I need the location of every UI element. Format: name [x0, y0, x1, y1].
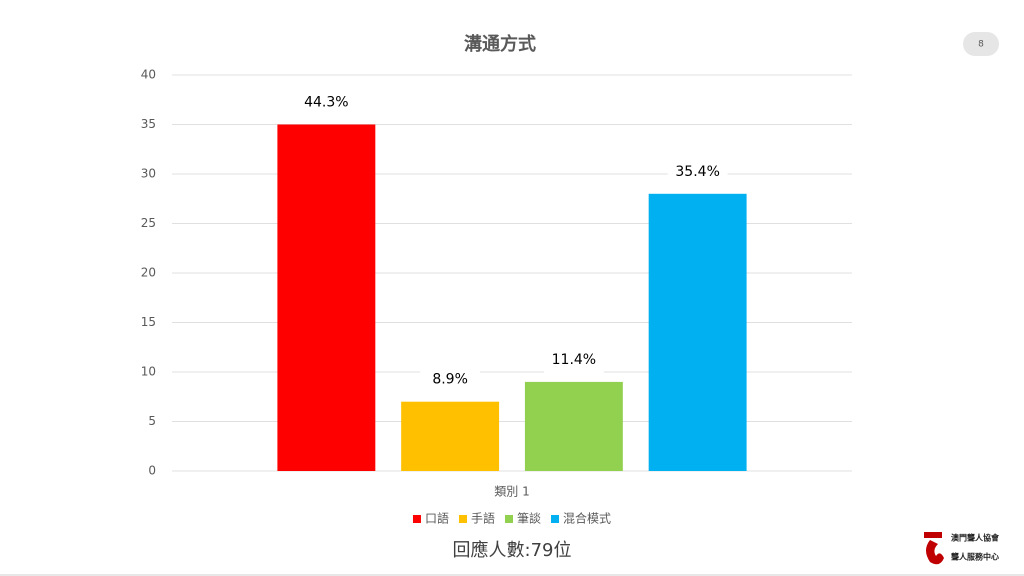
y-tick-label: 5 — [148, 414, 156, 428]
y-tick-label: 25 — [141, 216, 156, 230]
slide-number-badge — [963, 32, 999, 56]
y-tick-label: 15 — [141, 315, 156, 329]
chart-title: 溝通方式 — [464, 33, 536, 55]
legend-swatch — [458, 515, 467, 523]
data-label-box — [667, 155, 728, 188]
data-label-box — [420, 363, 481, 396]
footer: 回應人數:79位 — [453, 539, 572, 561]
y-tick-label: 30 — [141, 167, 156, 181]
legend-label: 手語 — [471, 511, 495, 526]
bar — [524, 381, 623, 471]
y-tick-label: 10 — [141, 365, 156, 379]
logo: 澳門聾人協會 聾人服務中心 — [924, 532, 1000, 565]
data-label-box — [543, 343, 604, 376]
data-label: 8.9% — [432, 372, 468, 388]
logo-mark-top — [924, 532, 942, 538]
data-label: 35.4% — [675, 164, 719, 180]
slide-number: 8 — [978, 40, 984, 50]
legend-label: 口語 — [425, 511, 449, 526]
bar — [401, 401, 500, 471]
y-tick-label: 0 — [148, 464, 156, 478]
legend-label: 筆談 — [517, 511, 541, 526]
logo-subname: 聾人服務中心 — [951, 552, 999, 562]
legend-swatch — [551, 515, 560, 523]
x-tick-label: 類別 1 — [494, 485, 529, 499]
legend-swatch — [412, 515, 421, 523]
y-tick-label: 40 — [141, 68, 156, 82]
bar — [648, 193, 747, 472]
logo-mark — [926, 540, 944, 565]
y-tick-label: 35 — [141, 117, 156, 131]
data-label: 11.4% — [552, 352, 596, 368]
logo-name: 澳門聾人協會 — [951, 533, 1000, 543]
y-tick-label: 20 — [141, 266, 156, 280]
legend-label: 混合模式 — [563, 511, 611, 526]
legend-swatch — [505, 515, 513, 523]
data-label: 44.3% — [304, 95, 348, 111]
data-label-box — [296, 86, 357, 119]
bar — [277, 124, 376, 471]
